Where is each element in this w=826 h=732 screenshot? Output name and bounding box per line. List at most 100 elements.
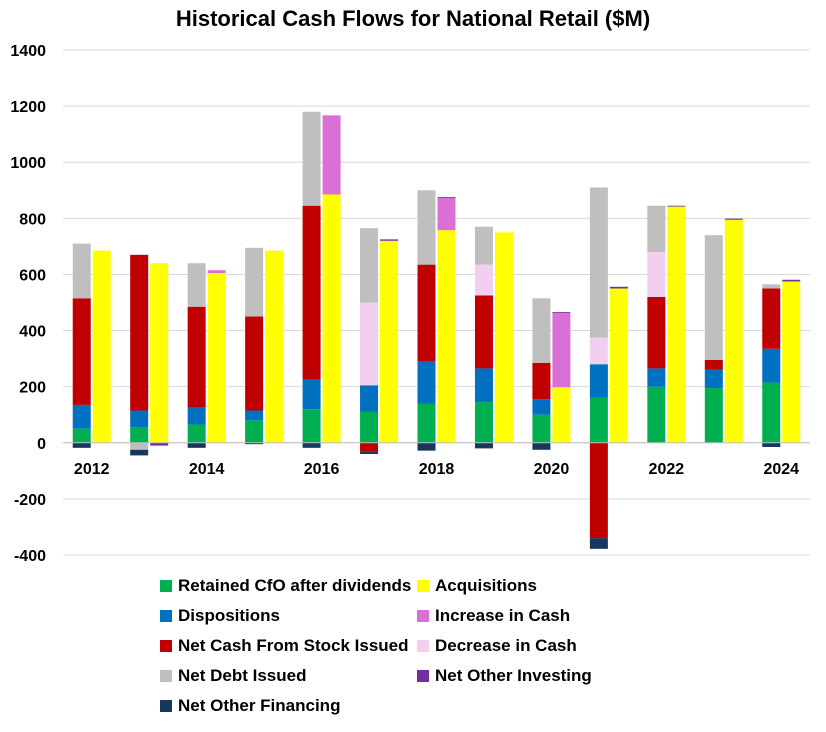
legend-label: Dispositions — [178, 606, 281, 625]
sources-bar-net-debt-issued-2020 — [532, 298, 551, 363]
legend-label: Net Debt Issued — [178, 666, 307, 685]
sources-bar-net-cash-from-stock-issued-2018 — [417, 264, 436, 362]
sources-bar-net-cash-from-stock-issued-2021 — [589, 442, 608, 539]
legend-item: Decrease in Cash — [417, 634, 577, 658]
sources-bar-dispositions-2015 — [245, 410, 264, 421]
sources-bar-dispositions-2020 — [532, 399, 551, 415]
sources-bar-net-debt-issued-2019 — [474, 226, 493, 265]
sources-bar-decrease-in-cash-2017 — [360, 302, 379, 386]
y-tick-label: 800 — [19, 211, 46, 228]
legend-item: Net Other Financing — [160, 694, 340, 718]
sources-bar-net-cash-from-stock-issued-2023 — [704, 360, 723, 370]
sources-bar-net-debt-issued-2016 — [302, 111, 321, 206]
sources-bar-dispositions-2012 — [72, 404, 91, 429]
sources-bar-retained-cfo-after-dividends-2017 — [360, 411, 379, 443]
sources-bar-net-debt-issued-2012 — [72, 243, 91, 299]
sources-bar-net-other-financing-2021 — [589, 538, 608, 549]
sources-bar-decrease-in-cash-2019 — [474, 264, 493, 296]
x-tick-label: 2018 — [419, 461, 455, 478]
y-tick-label: 0 — [37, 436, 46, 453]
sources-bar-retained-cfo-after-dividends-2013 — [130, 427, 149, 443]
legend-item: Net Cash From Stock Issued — [160, 634, 409, 658]
x-tick-label: 2024 — [763, 461, 799, 478]
chart-title: Historical Cash Flows for National Retai… — [175, 6, 651, 31]
sources-bar-net-other-financing-2018 — [417, 442, 436, 451]
legend-swatch — [417, 640, 429, 652]
sources-bar-net-other-financing-2016 — [302, 442, 321, 448]
legend-item: Retained CfO after dividends — [160, 574, 411, 598]
legend-swatch — [160, 580, 172, 592]
legend-item: Net Other Investing — [417, 664, 592, 688]
sources-bar-retained-cfo-after-dividends-2018 — [417, 403, 436, 443]
legend-label: Increase in Cash — [435, 606, 571, 625]
uses-bar-net-other-investing-2024 — [782, 279, 801, 282]
uses-bar-acquisitions-2014 — [207, 273, 226, 443]
uses-bar-acquisitions-2018 — [437, 230, 456, 443]
sources-bar-retained-cfo-after-dividends-2015 — [245, 420, 264, 443]
uses-bar-acquisitions-2021 — [609, 288, 628, 443]
uses-bar-net-other-investing-2022 — [667, 205, 686, 207]
y-tick-label: 1400 — [10, 43, 46, 60]
sources-bar-net-other-financing-2014 — [187, 442, 206, 448]
sources-bar-dispositions-2017 — [360, 385, 379, 412]
sources-bar-net-other-financing-2015 — [245, 442, 264, 445]
sources-bar-dispositions-2024 — [762, 348, 781, 383]
sources-bar-retained-cfo-after-dividends-2023 — [704, 388, 723, 443]
uses-bar-increase-in-cash-2020 — [552, 312, 571, 388]
sources-bar-decrease-in-cash-2022 — [647, 252, 666, 297]
sources-bar-net-cash-from-stock-issued-2016 — [302, 205, 321, 380]
x-tick-label: 2016 — [304, 461, 340, 478]
sources-bar-retained-cfo-after-dividends-2014 — [187, 424, 206, 443]
sources-bar-dispositions-2022 — [647, 368, 666, 387]
sources-bar-dispositions-2021 — [589, 364, 608, 398]
sources-bar-net-other-financing-2024 — [762, 442, 781, 447]
legend-swatch — [417, 610, 429, 622]
sources-bar-net-debt-issued-2014 — [187, 263, 206, 307]
legend-label: Net Cash From Stock Issued — [178, 636, 409, 655]
sources-bar-net-cash-from-stock-issued-2013 — [130, 254, 149, 411]
y-tick-label: -400 — [14, 548, 46, 565]
sources-bar-net-cash-from-stock-issued-2022 — [647, 296, 666, 369]
uses-bar-acquisitions-2023 — [724, 219, 743, 443]
uses-bar-increase-in-cash-2018 — [437, 197, 456, 231]
uses-bar-acquisitions-2013 — [150, 263, 169, 443]
legend-swatch — [417, 670, 429, 682]
uses-bar-acquisitions-2024 — [782, 281, 801, 443]
sources-bar-net-debt-issued-2018 — [417, 190, 436, 265]
sources-bar-net-cash-from-stock-issued-2012 — [72, 298, 91, 405]
sources-bar-net-debt-issued-2024 — [762, 284, 781, 289]
uses-bar-acquisitions-2016 — [322, 194, 341, 443]
sources-bar-net-other-financing-2019 — [474, 442, 493, 449]
uses-bar-net-other-investing-2017 — [380, 239, 399, 241]
sources-bar-net-cash-from-stock-issued-2024 — [762, 288, 781, 349]
sources-bar-dispositions-2019 — [474, 368, 493, 403]
legend-label: Net Other Investing — [435, 666, 592, 685]
sources-bar-net-other-financing-2012 — [72, 442, 91, 448]
y-tick-label: 1000 — [10, 155, 46, 172]
sources-bar-net-other-financing-2020 — [532, 442, 551, 450]
sources-bar-net-debt-issued-2017 — [360, 228, 379, 303]
y-tick-label: -200 — [14, 492, 46, 509]
legend-item: Net Debt Issued — [160, 664, 306, 688]
sources-bar-net-debt-issued-2023 — [704, 235, 723, 361]
uses-bar-increase-in-cash-2014 — [207, 270, 226, 274]
x-tick-label: 2020 — [534, 461, 570, 478]
y-tick-label: 200 — [19, 380, 46, 397]
sources-bar-net-other-financing-2017 — [360, 451, 379, 454]
uses-bar-net-other-investing-2020 — [552, 312, 571, 313]
legend-label: Net Other Financing — [178, 696, 341, 715]
uses-bar-acquisitions-2019 — [494, 232, 513, 443]
sources-bar-net-debt-issued-2015 — [245, 247, 264, 317]
uses-bar-acquisitions-2022 — [667, 206, 686, 443]
sources-bar-dispositions-2016 — [302, 379, 321, 410]
legend-swatch — [160, 700, 172, 712]
x-tick-label: 2022 — [649, 461, 685, 478]
x-tick-label: 2012 — [74, 461, 110, 478]
uses-bar-acquisitions-2020 — [552, 387, 571, 443]
x-tick-label: 2014 — [189, 461, 225, 478]
legend-item: Dispositions — [160, 604, 280, 628]
y-tick-label: 400 — [19, 324, 46, 341]
legend-swatch — [160, 640, 172, 652]
sources-bar-decrease-in-cash-2021 — [589, 337, 608, 365]
